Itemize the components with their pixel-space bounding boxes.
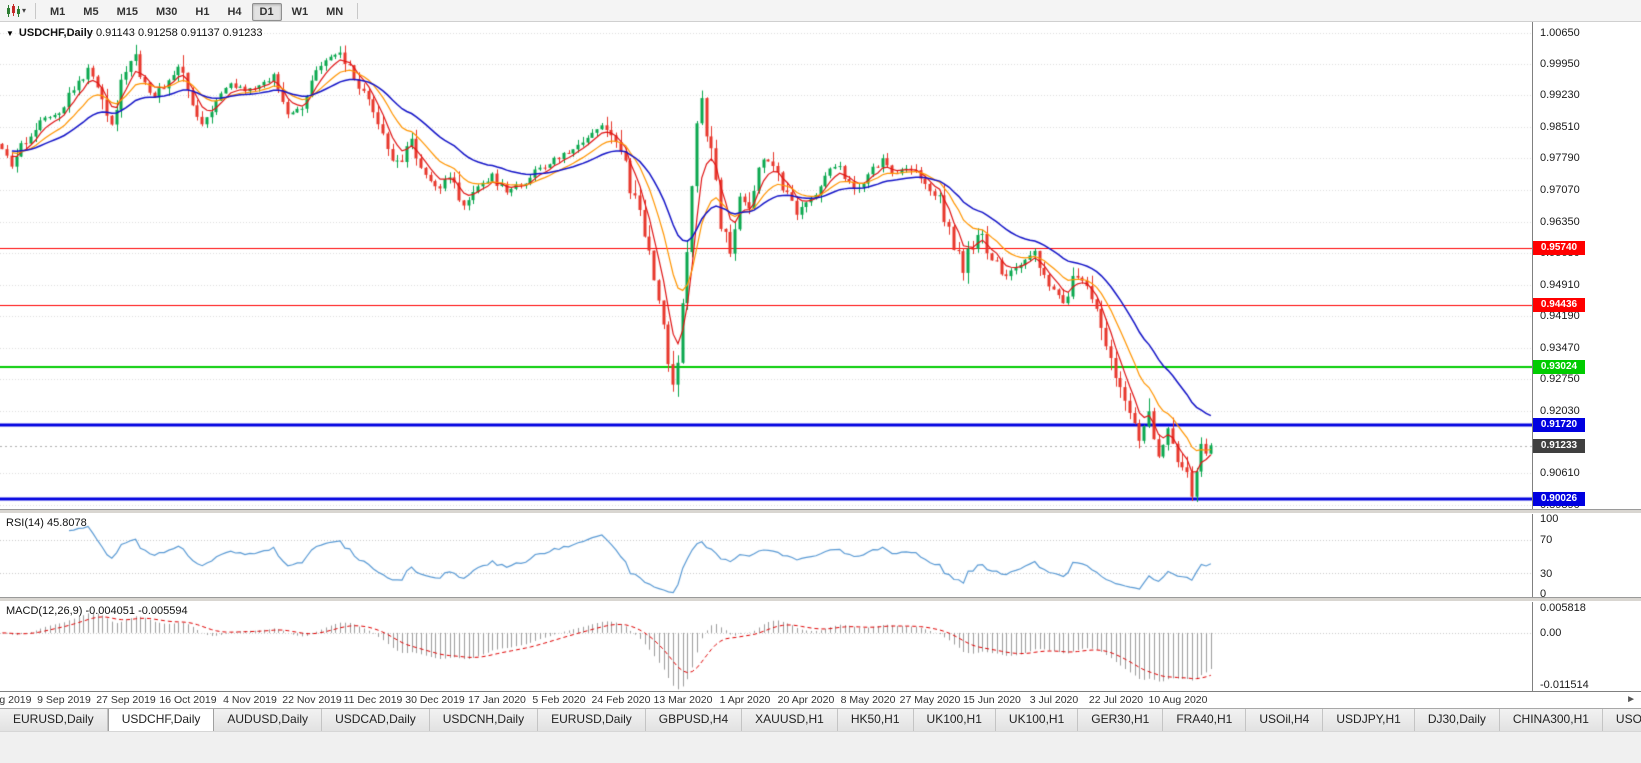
chart-tab[interactable]: EURUSD,Daily xyxy=(0,709,108,731)
chart-tab[interactable]: EURUSD,Daily xyxy=(538,709,646,731)
scroll-right-icon[interactable]: ► xyxy=(1626,694,1636,705)
chart-tab[interactable]: FRA40,H1 xyxy=(1163,709,1247,731)
macd-indicator-label: MACD(12,26,9) -0.004051 -0.005594 xyxy=(6,605,188,617)
date-axis-label: 17 Jan 2020 xyxy=(468,694,526,706)
date-axis-label: 22 Nov 2019 xyxy=(282,694,342,706)
chart-tab[interactable]: AUDUSD,Daily xyxy=(214,709,323,731)
hline-price-chip: 0.91720 xyxy=(1533,418,1585,432)
timeframe-button-group: M1 M5 M15 M30 H1 H4 D1 W1 MN xyxy=(41,2,352,21)
pane-splitter[interactable] xyxy=(0,597,1641,602)
hline-price-chip: 0.94436 xyxy=(1533,298,1585,312)
main-chart-canvas[interactable] xyxy=(0,22,1532,511)
hline-price-chip: 0.90026 xyxy=(1533,492,1585,506)
chart-tab[interactable]: USOil,H4 xyxy=(1246,709,1324,731)
date-axis-label: 9 Sep 2019 xyxy=(37,694,91,706)
date-axis-label: 15 Jun 2020 xyxy=(963,694,1021,706)
date-axis-label: 11 Dec 2019 xyxy=(343,694,403,706)
chart-tab[interactable]: GBPUSD,H4 xyxy=(645,709,743,731)
chart-tab[interactable]: CHINA300,H1 xyxy=(1499,709,1603,731)
price-axis: 1.00650 0.99950 0.99230 0.98510 0.97790 0.970… xyxy=(1532,22,1641,691)
hline-price-chip: 0.95740 xyxy=(1533,241,1585,255)
date-axis-label: 13 Mar 2020 xyxy=(653,694,713,706)
toolbar-separator xyxy=(35,2,37,19)
macd-pane-canvas[interactable] xyxy=(0,602,1532,691)
timeframe-toolbar: ▾ M1 M5 M15 M30 H1 H4 D1 W1 MN xyxy=(0,0,1641,22)
price-tick-label: 0.90610 xyxy=(1540,467,1580,479)
chart-tab[interactable]: GER30,H1 xyxy=(1078,709,1164,731)
timeframe-button-M1[interactable]: M1 xyxy=(50,5,66,18)
chart-tab-active[interactable]: USDCHF,Daily xyxy=(107,709,215,731)
macd-level-label: 0.00 xyxy=(1540,627,1562,639)
pane-splitter[interactable] xyxy=(0,509,1641,514)
date-axis-label: 8 May 2020 xyxy=(840,694,896,706)
price-tick-label: 0.99950 xyxy=(1540,58,1580,70)
chart-symbol-title: USDCHF,Daily xyxy=(18,27,93,39)
chart-tab[interactable]: USDCAD,Daily xyxy=(322,709,430,731)
date-axis-label: 27 Sep 2019 xyxy=(96,694,156,706)
chart-ohlc-values: 0.91143 0.91258 0.91137 0.91233 xyxy=(95,27,263,39)
timeframe-button-H4[interactable]: H4 xyxy=(227,5,242,18)
price-tick-label: 0.98510 xyxy=(1540,121,1580,133)
rsi-indicator-label: RSI(14) 45.8078 xyxy=(6,517,87,529)
price-tick-label: 0.96350 xyxy=(1540,216,1580,228)
date-axis-label: 4 Nov 2019 xyxy=(223,694,277,706)
quick-trade-arrow-icon[interactable]: ▼ xyxy=(6,29,14,38)
chart-tab[interactable]: USDJPY,H1 xyxy=(1323,709,1415,731)
timeframe-button-M5[interactable]: M5 xyxy=(83,5,99,18)
price-tick-label: 0.97070 xyxy=(1540,184,1580,196)
rsi-pane-canvas[interactable] xyxy=(0,514,1532,599)
date-axis-label: 21 Aug 2019 xyxy=(0,694,32,706)
date-axis-label: 5 Feb 2020 xyxy=(532,694,586,706)
macd-level-label: -0.011514 xyxy=(1540,679,1589,691)
price-tick-label: 0.97790 xyxy=(1540,152,1580,164)
chart-type-icon[interactable] xyxy=(5,3,21,19)
price-tick-label: 0.99230 xyxy=(1540,89,1580,101)
chart-title: ▼ USDCHF,Daily 0.91143 0.91258 0.91137 0.… xyxy=(6,27,263,39)
date-axis-label: 16 Oct 2019 xyxy=(159,694,217,706)
price-tick-label: 0.92750 xyxy=(1540,373,1580,385)
timeframe-button-W1[interactable]: W1 xyxy=(291,5,309,18)
rsi-level-label: 30 xyxy=(1540,568,1553,580)
chart-tab[interactable]: XAUUSD,H1 xyxy=(742,709,838,731)
timeframe-button-D1[interactable]: D1 xyxy=(251,2,282,21)
chart-tab[interactable]: UK100,H1 xyxy=(995,709,1079,731)
date-axis-label: 10 Aug 2020 xyxy=(1148,694,1208,706)
price-tick-label: 1.00650 xyxy=(1540,27,1580,39)
date-axis-label: 24 Feb 2020 xyxy=(591,694,651,706)
rsi-level-label: 0 xyxy=(1540,588,1547,600)
price-tick-label: 0.94910 xyxy=(1540,279,1580,291)
price-tick-label: 0.92030 xyxy=(1540,405,1580,417)
date-axis-label: 3 Jul 2020 xyxy=(1029,694,1079,706)
date-axis-label: 22 Jul 2020 xyxy=(1088,694,1144,706)
chart-tab[interactable]: UK100,H1 xyxy=(913,709,996,731)
chart-type-dropdown-icon[interactable]: ▾ xyxy=(22,6,27,15)
date-axis-label: 30 Dec 2019 xyxy=(405,694,465,706)
rsi-level-label: 70 xyxy=(1540,534,1553,546)
chart-tab[interactable]: HK50,H1 xyxy=(837,709,914,731)
date-axis-label: 1 Apr 2020 xyxy=(719,694,771,706)
candlestick-chart-glyph xyxy=(7,3,20,17)
chart-tab[interactable]: USDCNH,Daily xyxy=(429,709,539,731)
chart-tab[interactable]: DJ30,Daily xyxy=(1414,709,1500,731)
chart-tab-bar: EURUSD,Daily USDCHF,Daily AUDUSD,Daily USDC… xyxy=(0,708,1641,731)
price-tick-label: 0.93470 xyxy=(1540,342,1580,354)
current-price-chip: 0.91233 xyxy=(1533,439,1585,453)
timeframe-button-M30[interactable]: M30 xyxy=(155,5,178,18)
rsi-level-label: 100 xyxy=(1540,513,1559,525)
macd-level-label: 0.005818 xyxy=(1540,602,1586,614)
date-axis-label: 20 Apr 2020 xyxy=(777,694,835,706)
timeframe-button-MN[interactable]: MN xyxy=(326,5,344,18)
status-strip xyxy=(0,731,1641,763)
toolbar-separator xyxy=(357,2,359,19)
timeframe-button-M15[interactable]: M15 xyxy=(116,5,138,18)
price-tick-label: 0.94190 xyxy=(1540,310,1580,322)
date-axis-label: 27 May 2020 xyxy=(899,694,961,706)
timeframe-button-H1[interactable]: H1 xyxy=(195,5,210,18)
chart-tab[interactable]: USOil,H1 xyxy=(1602,709,1641,731)
hline-price-chip: 0.93024 xyxy=(1533,360,1585,374)
